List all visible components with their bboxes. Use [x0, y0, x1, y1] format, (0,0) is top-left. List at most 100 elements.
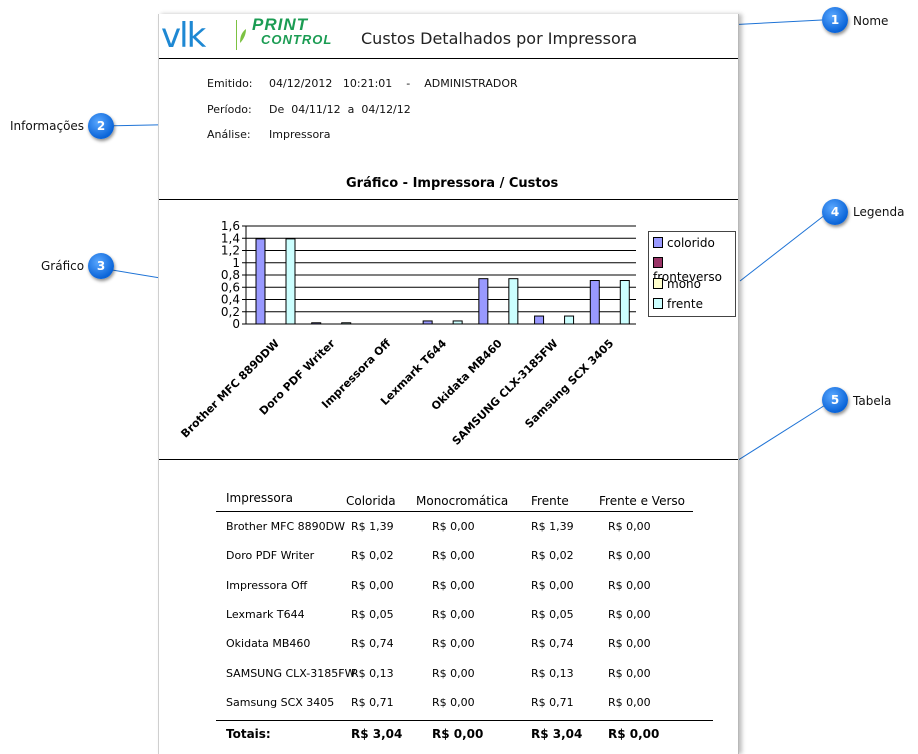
info-label-emitido: Emitido:: [207, 77, 253, 90]
info-value-analise: Impressora: [269, 128, 331, 141]
table-cell-colorida: R$ 0,71: [351, 695, 394, 709]
table-cell-impressora: Samsung SCX 3405: [226, 695, 335, 709]
legend-label-frente: frente: [667, 297, 703, 311]
x-category-label: Brother MFC 8890DW: [178, 337, 282, 441]
table-cell-monocromatica: R$ 0,00: [432, 549, 475, 563]
bar-frente: [619, 280, 630, 325]
bar-colorido: [534, 315, 545, 325]
y-tick-label: 1,2: [221, 244, 240, 258]
table-header-frente-verso: Frente e Verso: [599, 494, 685, 508]
legend-item-frente: frente: [653, 297, 703, 311]
table-cell-frente: R$ 0,74: [531, 637, 574, 651]
bar-colorido: [311, 322, 322, 325]
bar-frente: [508, 278, 519, 325]
callout-1-label: Nome: [853, 14, 889, 28]
table-cell-impressora: Doro PDF Writer: [226, 549, 315, 563]
table-cell-monocromatica: R$ 0,00: [432, 607, 475, 621]
legend-label-fronteverso: fronteverso: [653, 270, 722, 284]
callout-5-badge: 5: [822, 387, 848, 413]
bar-frente: [341, 322, 352, 325]
x-category-label: SAMSUNG CLX-3185FW: [450, 337, 561, 448]
table-header-colorida: Colorida: [346, 494, 396, 508]
table-cell-monocromatica: R$ 0,00: [432, 637, 475, 651]
y-tick-label: 1,4: [221, 231, 240, 245]
table-header-divider: [216, 511, 693, 512]
totals-colorida: R$ 3,04: [351, 727, 403, 741]
callout-2-label: Informações: [10, 119, 85, 133]
chart-legend: colorido fronteverso mono frente: [648, 231, 736, 317]
leaf-icon: [240, 29, 246, 43]
table-cell-impressora: SAMSUNG CLX-3185FW: [226, 666, 356, 680]
legend-item-fronteverso: fronteverso: [653, 256, 735, 284]
table-cell-frente: R$ 0,05: [531, 607, 574, 621]
table-cell-colorida: R$ 0,13: [351, 666, 394, 680]
bar-colorido: [589, 280, 600, 325]
table-header-frente: Frente: [531, 494, 569, 508]
table-cell-colorida: R$ 1,39: [351, 520, 394, 533]
legend-label-mono: mono: [667, 277, 701, 291]
table-cell-colorida: R$ 0,74: [351, 637, 394, 651]
header-divider: [159, 58, 738, 59]
y-tick-label: 0,2: [221, 305, 240, 319]
table-cell-monocromatica: R$ 0,00: [432, 578, 475, 592]
bar-frente: [564, 315, 575, 325]
legend-item-colorido: colorido: [653, 236, 715, 250]
table-header-monocromatica: Monocromática: [416, 494, 509, 508]
legend-swatch-fronteverso: [653, 257, 663, 268]
table-cell-monocromatica: R$ 0,00: [432, 695, 475, 709]
callout-3-badge: 3: [88, 253, 114, 279]
table-cell-frente-verso: R$ 0,00: [608, 637, 651, 651]
totals-label: Totais:: [226, 727, 271, 741]
table-cell-frente-verso: R$ 0,00: [608, 549, 651, 563]
table-cell-frente: R$ 0,71: [531, 695, 574, 709]
table-cell-monocromatica: R$ 0,00: [432, 666, 475, 680]
callout-2-badge: 2: [88, 113, 114, 139]
legend-label-colorido: colorido: [667, 236, 715, 250]
info-label-periodo: Período:: [207, 103, 252, 116]
table-cell-colorida: R$ 0,05: [351, 607, 394, 621]
bar-colorido: [422, 320, 433, 325]
table-cell-colorida: R$ 0,02: [351, 549, 394, 563]
logo-separator: [236, 20, 237, 50]
report-title: Custos Detalhados por Impressora: [361, 29, 638, 48]
totals-frente-verso: R$ 0,00: [608, 727, 660, 741]
table-cell-frente-verso: R$ 0,00: [608, 607, 651, 621]
vlk-logo: vlk: [161, 16, 206, 56]
bar-frente: [452, 320, 463, 325]
y-tick-label: 0,4: [221, 293, 240, 307]
info-value-emitido: 04/12/2012 10:21:01 - ADMINISTRADOR: [269, 77, 518, 90]
legend-swatch-mono: [653, 278, 663, 289]
logo-control-text: CONTROL: [261, 32, 333, 47]
totals-frente: R$ 3,04: [531, 727, 583, 741]
table-cell-frente: R$ 0,13: [531, 666, 574, 680]
callout-3-label: Gráfico: [41, 259, 85, 273]
y-tick-label: 0,6: [221, 280, 240, 294]
table-cell-colorida: R$ 0,00: [351, 578, 394, 592]
table-cell-frente: R$ 0,00: [531, 578, 574, 592]
callout-4-label: Legenda: [853, 205, 905, 219]
table-cell-impressora: Okidata MB460: [226, 637, 311, 651]
table-cell-monocromatica: R$ 0,00: [432, 520, 475, 533]
table-totals-divider: [216, 720, 713, 721]
info-label-analise: Análise:: [207, 128, 251, 141]
bar-colorido: [255, 238, 266, 325]
table-cell-impressora: Lexmark T644: [226, 607, 305, 621]
logo-print-text: PRINT: [252, 15, 308, 34]
table-header-impressora: Impressora: [226, 491, 294, 505]
chart-title: Gráfico - Impressora / Custos: [346, 176, 559, 191]
legend-item-mono: mono: [653, 277, 701, 291]
table-cell-frente-verso: R$ 0,00: [608, 695, 651, 709]
callout-5-label: Tabela: [853, 394, 892, 408]
y-tick-label: 1,6: [221, 219, 240, 233]
info-value-periodo: De 04/11/12 a 04/12/12: [269, 103, 411, 116]
legend-swatch-colorido: [653, 237, 663, 248]
bar-frente: [285, 238, 296, 325]
table-cell-frente-verso: R$ 0,00: [608, 578, 651, 592]
report-page: vlk PRINT CONTROL Custos Detalhados por …: [158, 14, 739, 754]
chart-area: 1,6 1,4 1,2 1 0,8 0,6 0,4 0,2 0 Brother MFC 8890D…: [159, 199, 738, 460]
bar-colorido: [478, 278, 489, 325]
table-cell-frente-verso: R$ 0,00: [608, 666, 651, 680]
totals-monocromatica: R$ 0,00: [432, 727, 484, 741]
callout-1-badge: 1: [822, 7, 848, 33]
table-cell-impressora: Brother MFC 8890DW: [226, 520, 345, 533]
